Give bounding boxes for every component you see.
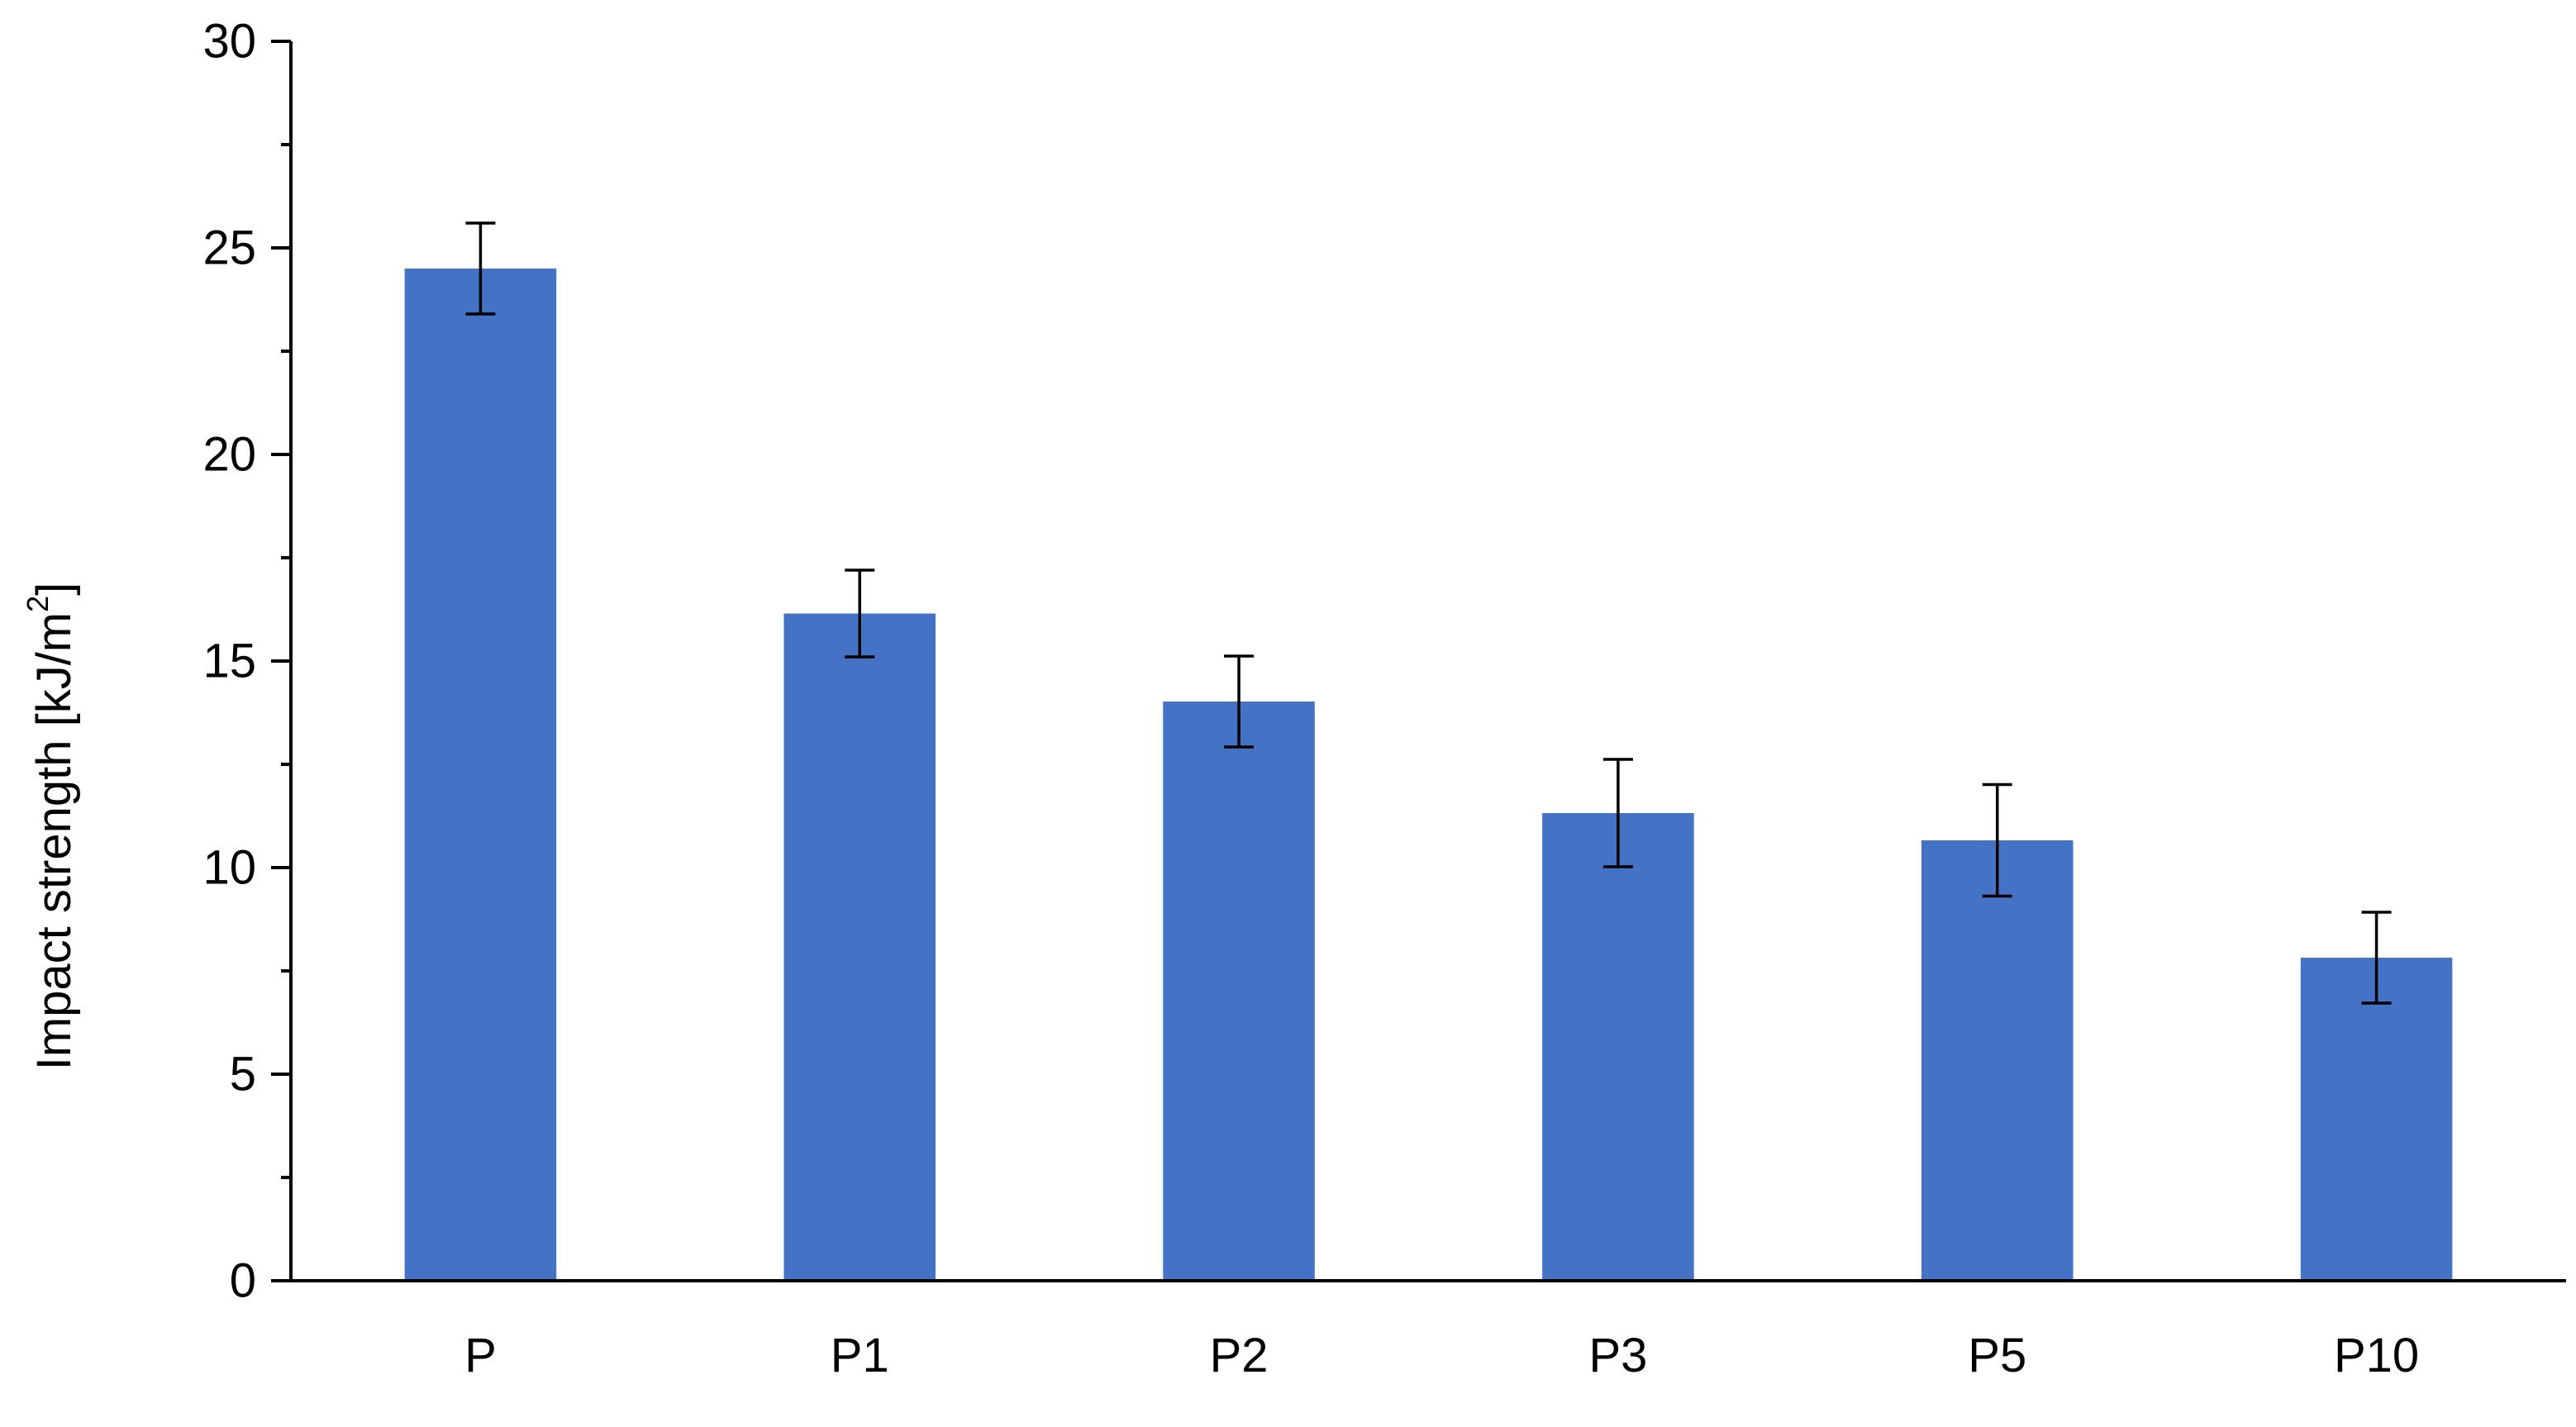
x-tick-label-p10: P10 [2334, 1329, 2419, 1382]
y-tick-label-5: 5 [230, 1048, 256, 1101]
y-axis-title-suffix: ] [27, 583, 81, 596]
y-tick-label-0: 0 [230, 1254, 256, 1308]
axes-group [289, 41, 2566, 1282]
y-axis-title: Impact strength [kJ/m2] [21, 583, 82, 1071]
x-tick-labels-group: P P1 P2 P3 P5 P10 [464, 1329, 2419, 1382]
y-tick-label-10: 10 [202, 841, 256, 895]
x-tick-label-p3: P3 [1588, 1329, 1647, 1382]
y-tick-label-15: 15 [202, 635, 256, 688]
y-axis-title-superscript: 2 [21, 596, 55, 612]
error-bars-group [465, 221, 2392, 1005]
y-tick-label-20: 20 [202, 428, 256, 482]
error-bar-p10 [2361, 911, 2392, 1005]
error-bar-p [465, 221, 496, 316]
y-ticks-group: 0 5 10 15 20 25 30 [202, 15, 291, 1308]
bar-p1 [783, 613, 936, 1281]
x-tick-label-p2: P2 [1210, 1329, 1269, 1382]
bar-p [404, 269, 557, 1281]
bar-p2 [1163, 702, 1315, 1281]
error-bar-p5 [1982, 782, 2012, 898]
error-bar-p3 [1602, 758, 1633, 868]
error-bar-p1 [845, 568, 875, 659]
y-tick-label-25: 25 [202, 221, 256, 275]
x-tick-label-p1: P1 [831, 1329, 889, 1382]
x-tick-label-p5: P5 [1968, 1329, 2026, 1382]
bar-p5 [1921, 840, 2074, 1281]
y-tick-label-30: 30 [202, 15, 256, 69]
error-bar-p2 [1224, 654, 1255, 749]
bar-p10 [2300, 958, 2453, 1281]
y-axis-title-text: Impact strength [kJ/m [27, 612, 81, 1070]
bars-group [404, 269, 2453, 1281]
x-tick-label-p: P [464, 1329, 497, 1382]
bar-p3 [1542, 813, 1694, 1281]
